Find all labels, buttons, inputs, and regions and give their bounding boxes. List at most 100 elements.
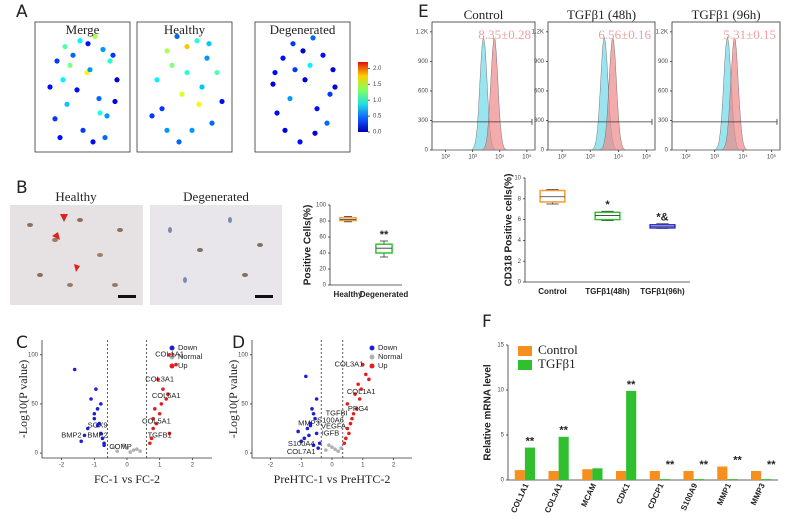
x-tick-label: -2	[268, 463, 274, 469]
bar	[649, 471, 660, 480]
bar	[582, 469, 593, 480]
plot-frame	[254, 21, 351, 153]
micrograph-healthy	[10, 205, 143, 305]
point	[151, 426, 155, 431]
point	[332, 84, 338, 90]
legend-label: TGFβ1	[538, 356, 576, 371]
point	[92, 416, 97, 421]
y-tick-label: 50	[241, 401, 248, 407]
plot-frame	[136, 21, 233, 153]
y-tick-label: 15	[497, 343, 504, 349]
histogram	[672, 36, 780, 151]
point	[296, 429, 300, 434]
plot-title: TGFβ1 (96h)	[691, 7, 760, 22]
point	[149, 113, 155, 119]
bar	[751, 471, 762, 480]
x-tick-label: 2	[392, 463, 396, 469]
x-tick-label: 10⁴	[495, 154, 505, 161]
y-tick-label: 0	[323, 283, 327, 289]
y-tick-label: 100	[238, 352, 249, 358]
point	[131, 448, 136, 452]
point	[300, 48, 306, 54]
point	[159, 106, 165, 112]
y-tick-label: 100	[316, 203, 327, 209]
point	[344, 436, 348, 441]
point	[156, 377, 160, 382]
micrograph-title: Healthy	[55, 189, 97, 204]
point	[89, 397, 93, 401]
point	[196, 101, 202, 107]
point	[307, 62, 313, 68]
point	[184, 43, 190, 50]
x-tick-label: 10²	[441, 155, 450, 161]
point	[330, 67, 336, 73]
point	[85, 426, 90, 431]
point	[60, 77, 66, 83]
x-tick-label: 10³	[710, 155, 719, 161]
point	[99, 431, 103, 436]
significance: **	[380, 229, 389, 241]
point	[125, 446, 129, 450]
x-tick-label: -1	[92, 463, 98, 469]
point	[149, 436, 154, 441]
point	[360, 362, 365, 367]
point	[104, 113, 110, 119]
gene-label: COL5A1	[142, 417, 171, 426]
x-tick-label: S100A9	[679, 481, 700, 512]
y-tick-label: 10	[514, 176, 521, 182]
x-tick-label: Healthy	[334, 290, 363, 299]
point	[272, 69, 278, 76]
gene-label: MMP3	[298, 419, 320, 428]
bar	[683, 471, 694, 480]
x-tick-label: COL3A1	[543, 481, 565, 514]
point	[174, 362, 178, 367]
flow-annotation: 8.35±0.28	[478, 27, 531, 42]
point	[356, 382, 360, 387]
point	[351, 411, 356, 416]
point	[154, 421, 159, 426]
bar	[693, 479, 704, 480]
x-tick-label: CDCP1	[646, 481, 666, 510]
x-tick-label: -2	[59, 463, 65, 469]
histogram	[672, 36, 780, 151]
y-tick-label: 300	[658, 118, 669, 124]
point	[359, 387, 364, 391]
point	[314, 397, 319, 401]
bar	[761, 479, 772, 480]
y-tick-label: 600	[534, 89, 545, 95]
point	[206, 41, 212, 47]
point	[184, 69, 190, 76]
legend-swatch	[169, 354, 175, 360]
micrograph-degenerated	[150, 205, 282, 305]
x-tick-label: 2	[191, 463, 195, 469]
flow-annotation: 6.56±0.16	[598, 27, 651, 42]
legend-label: Control	[538, 342, 578, 357]
box	[539, 189, 566, 203]
y-tick-label: 5	[501, 433, 505, 439]
legend-swatch	[369, 345, 375, 351]
y-tick-label: 1.2K	[532, 29, 544, 35]
point	[199, 84, 205, 90]
point	[85, 41, 91, 47]
y-tick-label: 0	[501, 478, 505, 484]
point	[52, 116, 58, 122]
point	[102, 443, 106, 448]
point	[270, 81, 276, 87]
x-tick-label: MMP1	[715, 481, 733, 506]
point	[67, 62, 73, 68]
legend-label: Normal	[178, 352, 203, 361]
point	[74, 87, 80, 93]
colorbar-label: 0.0	[373, 130, 382, 136]
point	[114, 77, 120, 83]
point	[314, 106, 320, 112]
legend-swatch	[369, 363, 375, 369]
gene-label: S100A4	[288, 439, 315, 448]
point	[310, 407, 314, 411]
x-tick-label: MCAM	[579, 482, 598, 509]
y-tick-label: 0	[665, 148, 669, 154]
y-tick-label: 900	[418, 59, 429, 65]
x-tick-label: 10²	[682, 155, 691, 161]
gene-label: COL3A1	[335, 360, 364, 369]
point	[354, 407, 359, 411]
y-tick-label: 2	[518, 259, 522, 265]
